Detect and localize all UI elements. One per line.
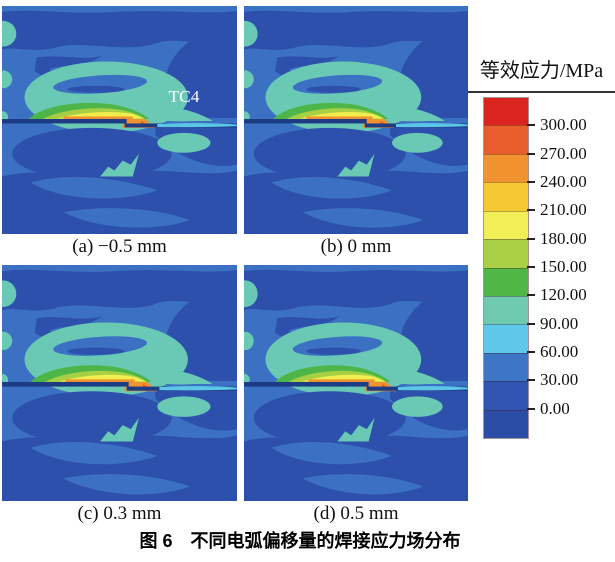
legend-color-band bbox=[484, 153, 528, 183]
contour-panel-b bbox=[244, 6, 468, 234]
legend-tick-mark bbox=[527, 124, 535, 127]
legend-colorbar bbox=[483, 97, 529, 439]
legend-tick-label: 0.00 bbox=[540, 398, 570, 418]
tc4-annotation: TC4 bbox=[169, 87, 200, 106]
legend-title: 等效应力/MPa bbox=[468, 54, 615, 93]
legend-color-band bbox=[484, 324, 528, 353]
legend-color-band bbox=[484, 295, 528, 325]
legend-ticks: 300.00 270.00 240.00 210.00 180.00 150.00 120.… bbox=[527, 97, 615, 437]
legend-tick-label: 30.00 bbox=[540, 370, 579, 390]
legend-tick-label: 180.00 bbox=[540, 228, 587, 248]
legend-color-band bbox=[484, 352, 528, 382]
legend-tick-label: 90.00 bbox=[540, 313, 579, 333]
legend-tick-mark bbox=[527, 379, 535, 382]
legend-color-band bbox=[484, 182, 528, 211]
legend-tick-mark bbox=[527, 351, 535, 353]
stress-contour-plot bbox=[244, 265, 468, 501]
legend-tick-label: 210.00 bbox=[540, 200, 587, 220]
panel-b-label: (b) 0 mm bbox=[320, 236, 392, 257]
legend-color-band bbox=[484, 409, 528, 439]
legend-tick-label: 150.00 bbox=[540, 257, 587, 276]
panel-d-label: (d) 0.5 mm bbox=[313, 503, 399, 524]
legend-tick-label: 120.00 bbox=[540, 285, 587, 305]
legend-color-band bbox=[484, 381, 528, 410]
legend-tick-label: 240.00 bbox=[540, 172, 587, 191]
legend-tick-mark bbox=[527, 209, 535, 212]
contour-panel-c bbox=[2, 265, 237, 501]
legend-tick-label: 270.00 bbox=[540, 143, 587, 163]
legend-color-band bbox=[484, 267, 528, 296]
legend-tick-mark bbox=[527, 294, 535, 297]
stress-contour-plot: TC4 bbox=[2, 6, 237, 234]
legend-color-band bbox=[484, 239, 528, 268]
legend-tick-mark bbox=[527, 152, 535, 155]
legend-tick-mark bbox=[527, 322, 535, 325]
legend-tick-mark bbox=[527, 181, 535, 183]
panel-c-label: (c) 0.3 mm bbox=[77, 503, 162, 524]
legend-tick-label: 300.00 bbox=[540, 115, 587, 135]
legend-tick-mark bbox=[527, 407, 535, 410]
contour-panel-a: TC4 bbox=[2, 6, 237, 234]
legend-color-band bbox=[484, 98, 528, 126]
contour-panel-d bbox=[244, 265, 468, 501]
stress-contour-plot bbox=[244, 6, 468, 234]
figure-caption: 图 6 不同电弧偏移量的焊接应力场分布 bbox=[139, 531, 461, 551]
legend-tick-mark bbox=[527, 237, 535, 240]
panel-a-label: (a) −0.5 mm bbox=[72, 236, 167, 257]
legend-tick-mark bbox=[527, 266, 535, 268]
legend-color-band bbox=[484, 210, 528, 240]
legend-color-band bbox=[484, 125, 528, 154]
legend-tick-label: 60.00 bbox=[540, 342, 579, 361]
stress-legend: 等效应力/MPa 300.00 270.00 240.00 210.00 180.00 1… bbox=[468, 54, 615, 456]
stress-contour-plot bbox=[2, 265, 237, 501]
